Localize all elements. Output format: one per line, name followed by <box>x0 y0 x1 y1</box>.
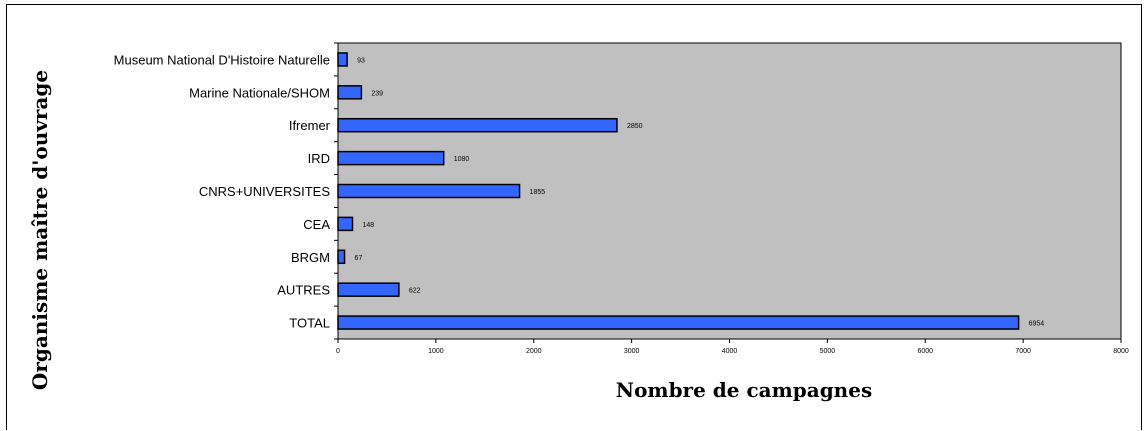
category-label-7: AUTRES <box>277 283 330 298</box>
y-axis-title: Organisme maître d'ouvrage <box>28 70 52 390</box>
bar-3 <box>337 150 445 166</box>
x-tick-label-5: 5000 <box>820 348 836 355</box>
category-label-2: Ifremer <box>289 118 331 133</box>
x-tick-label-4: 4000 <box>722 348 738 355</box>
value-label-4: 1855 <box>530 189 546 196</box>
value-label-0: 93 <box>357 57 365 64</box>
bar-0 <box>337 52 348 67</box>
x-tick-label-0: 0 <box>336 348 340 355</box>
value-labels: 93 239 2850 1080 1855 148 67 622 6954 <box>355 57 1045 327</box>
category-label-3: IRD <box>308 151 330 166</box>
value-label-2: 2850 <box>627 123 643 130</box>
value-label-5: 148 <box>362 222 374 229</box>
bar-chart: Museum National D'Histoire Naturelle Mari… <box>28 42 1129 402</box>
x-axis-title: Nombre de campagnes <box>616 378 872 402</box>
bar-7 <box>337 282 400 297</box>
value-label-8: 6954 <box>1029 321 1045 328</box>
category-label-5: CEA <box>303 217 330 232</box>
x-tick-label-1: 1000 <box>428 348 444 355</box>
category-label-4: CNRS+UNIVERSITES <box>199 184 330 199</box>
value-label-3: 1080 <box>454 156 470 163</box>
bars-group <box>337 52 1020 330</box>
x-tick-label-2: 2000 <box>526 348 542 355</box>
value-label-6: 67 <box>355 255 363 262</box>
category-label-8: TOTAL <box>289 316 330 331</box>
bar-4 <box>337 183 521 199</box>
x-tick-label-6: 6000 <box>917 348 933 355</box>
y-axis-ticks <box>334 42 338 340</box>
x-axis: 0 1000 2000 3000 4000 5000 6000 7000 8000 <box>336 339 1129 355</box>
x-tick-label-7: 7000 <box>1015 348 1031 355</box>
chart-frame: Museum National D'Histoire Naturelle Mari… <box>6 4 1142 430</box>
category-label-0: Museum National D'Histoire Naturelle <box>114 52 330 67</box>
bar-8 <box>337 315 1020 330</box>
x-tick-label-8: 8000 <box>1113 348 1129 355</box>
category-labels: Museum National D'Histoire Naturelle Mari… <box>114 52 331 330</box>
category-label-6: BRGM <box>291 250 330 265</box>
x-tick-label-3: 3000 <box>624 348 640 355</box>
value-label-7: 622 <box>409 288 421 295</box>
value-label-1: 239 <box>371 90 383 97</box>
bar-1 <box>337 85 363 100</box>
bar-5 <box>337 216 354 232</box>
category-label-1: Marine Nationale/SHOM <box>189 85 330 100</box>
bar-2 <box>337 117 618 133</box>
bar-6 <box>337 249 346 265</box>
